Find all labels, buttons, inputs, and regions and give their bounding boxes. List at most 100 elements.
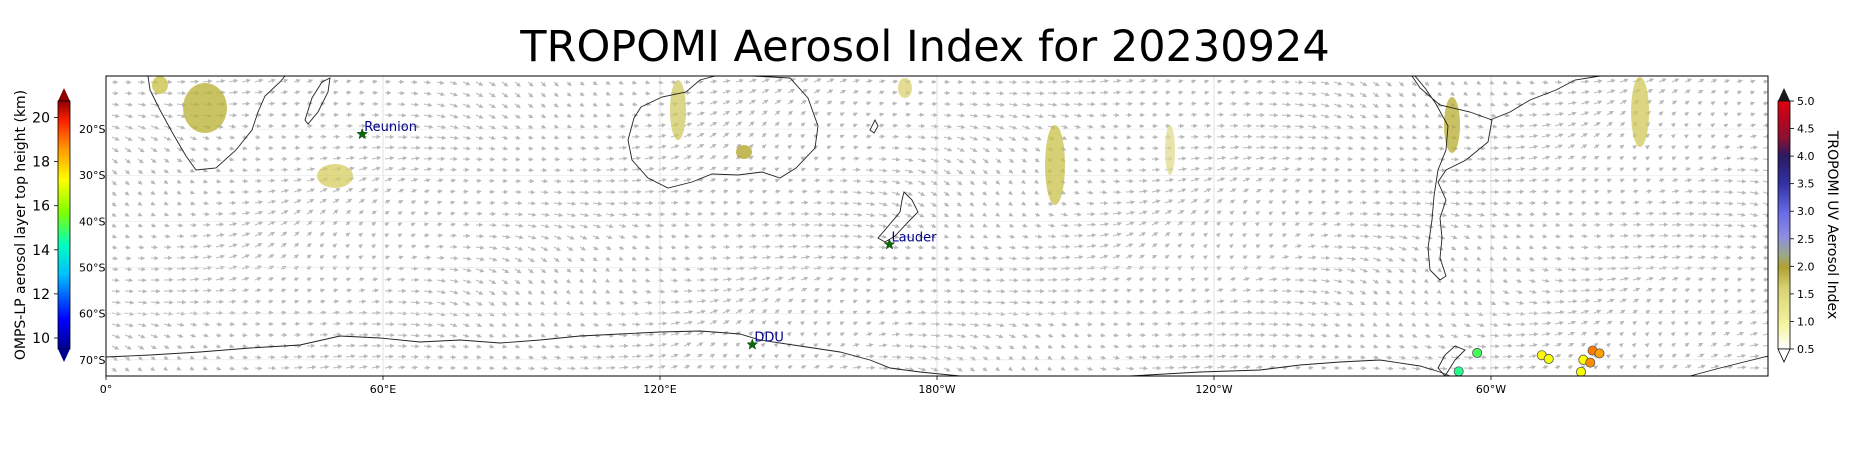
wind-arrow	[1281, 124, 1292, 129]
wind-arrow	[761, 222, 770, 227]
wind-arrow	[579, 190, 590, 195]
wind-arrow	[1606, 211, 1614, 216]
wind-arrow	[566, 366, 576, 371]
wind-arrow	[1255, 79, 1263, 84]
wind-arrow	[462, 222, 470, 227]
wind-arrow	[631, 343, 642, 348]
wind-arrow	[540, 124, 547, 129]
wind-arrow	[683, 278, 692, 283]
wind-arrow	[293, 310, 300, 315]
wind-arrow	[527, 114, 534, 119]
wind-arrow	[813, 89, 821, 94]
wind-arrow	[462, 189, 469, 194]
wind-arrow	[631, 322, 641, 327]
colorbar-right-tick-label: 1.0	[1797, 315, 1815, 328]
wind-arrow	[1203, 90, 1210, 95]
wind-arrow	[774, 211, 783, 216]
wind-arrow	[475, 189, 482, 195]
wind-arrow	[813, 78, 822, 83]
wind-arrow	[566, 81, 572, 87]
wind-arrow	[995, 113, 1005, 119]
wind-arrow	[1190, 321, 1200, 326]
station-label: Lauder	[891, 230, 937, 245]
wind-arrow	[774, 110, 781, 116]
wind-arrow	[1658, 89, 1666, 94]
wind-arrow	[1736, 266, 1743, 271]
wind-arrow	[1541, 80, 1549, 85]
wind-arrow	[995, 102, 1005, 107]
wind-arrow	[306, 90, 314, 95]
wind-arrow	[319, 321, 328, 326]
wind-arrow	[1411, 168, 1420, 173]
aerosol-patch-africa	[183, 83, 227, 133]
wind-arrow	[1723, 101, 1729, 106]
lat-tick-label: 20°S	[79, 123, 105, 136]
wind-arrow	[358, 310, 368, 315]
wind-arrow	[1645, 244, 1656, 249]
wind-arrow	[969, 102, 978, 107]
wind-arrow	[163, 102, 174, 107]
wind-arrow	[514, 103, 521, 109]
wind-arrow	[878, 101, 885, 106]
wind-arrow	[787, 110, 793, 116]
wind-arrow	[592, 91, 598, 96]
wind-arrow	[111, 102, 120, 107]
wind-arrow	[579, 102, 585, 107]
wind-arrow	[1320, 344, 1328, 349]
wind-arrow	[501, 156, 508, 162]
wind-arrow	[995, 289, 1006, 294]
wind-arrow	[1021, 102, 1032, 107]
wind-arrow	[1294, 135, 1305, 140]
wind-arrow	[358, 343, 369, 348]
wind-arrow	[267, 101, 276, 106]
wind-arrow	[527, 201, 536, 206]
wind-arrow	[1411, 201, 1422, 206]
wind-arrow	[345, 101, 352, 107]
wind-arrow	[1632, 222, 1642, 227]
wind-arrow	[1021, 256, 1031, 261]
wind-arrow	[423, 156, 433, 161]
wind-arrow	[1502, 102, 1510, 107]
wind-arrow	[1164, 101, 1171, 106]
wind-arrow	[1242, 90, 1250, 95]
wind-arrow	[917, 310, 927, 315]
wind-arrow	[293, 365, 304, 370]
wind-arrow	[1034, 300, 1045, 305]
colorbar-left-extend-top	[58, 88, 70, 101]
wind-arrow	[1021, 114, 1032, 119]
wind-arrow	[1424, 113, 1430, 118]
wind-arrow	[1294, 365, 1301, 371]
wind-arrow	[1125, 134, 1132, 140]
wind-arrow	[761, 88, 770, 94]
wind-arrow	[1242, 79, 1249, 84]
wind-arrow	[1502, 354, 1513, 359]
wind-arrow	[1333, 92, 1343, 97]
wind-arrow	[1528, 211, 1536, 217]
wind-arrow	[1710, 90, 1717, 95]
wind-arrow	[1437, 81, 1443, 86]
wind-arrow	[410, 91, 419, 96]
wind-arrow	[1723, 79, 1730, 84]
wind-arrow	[618, 156, 628, 161]
wind-arrow	[1346, 92, 1355, 97]
wind-arrow	[501, 366, 509, 371]
wind-arrow	[618, 102, 625, 107]
wind-arrow	[462, 178, 469, 184]
wind-arrow	[176, 113, 187, 119]
wind-arrow	[1190, 343, 1201, 348]
wind-arrow	[1450, 80, 1455, 86]
wind-arrow	[1723, 255, 1731, 260]
wind-arrow	[1385, 212, 1396, 217]
wind-arrow	[1541, 300, 1552, 305]
wind-arrow	[1684, 100, 1690, 106]
colorbar-right-tick-label: 3.5	[1797, 178, 1815, 191]
wind-arrow	[774, 88, 783, 94]
wind-arrow	[293, 90, 301, 95]
wind-arrow	[1320, 103, 1330, 108]
wind-arrow	[332, 101, 339, 106]
wind-arrow	[1463, 102, 1469, 107]
wind-arrow	[1268, 145, 1279, 150]
wind-arrow	[306, 321, 314, 326]
wind-arrow	[449, 146, 459, 151]
wind-arrow	[1359, 92, 1368, 98]
